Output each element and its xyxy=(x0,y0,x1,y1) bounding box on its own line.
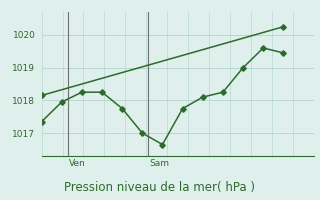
Text: Ven: Ven xyxy=(69,159,85,168)
Text: Pression niveau de la mer( hPa ): Pression niveau de la mer( hPa ) xyxy=(65,181,255,194)
Text: Sam: Sam xyxy=(149,159,169,168)
